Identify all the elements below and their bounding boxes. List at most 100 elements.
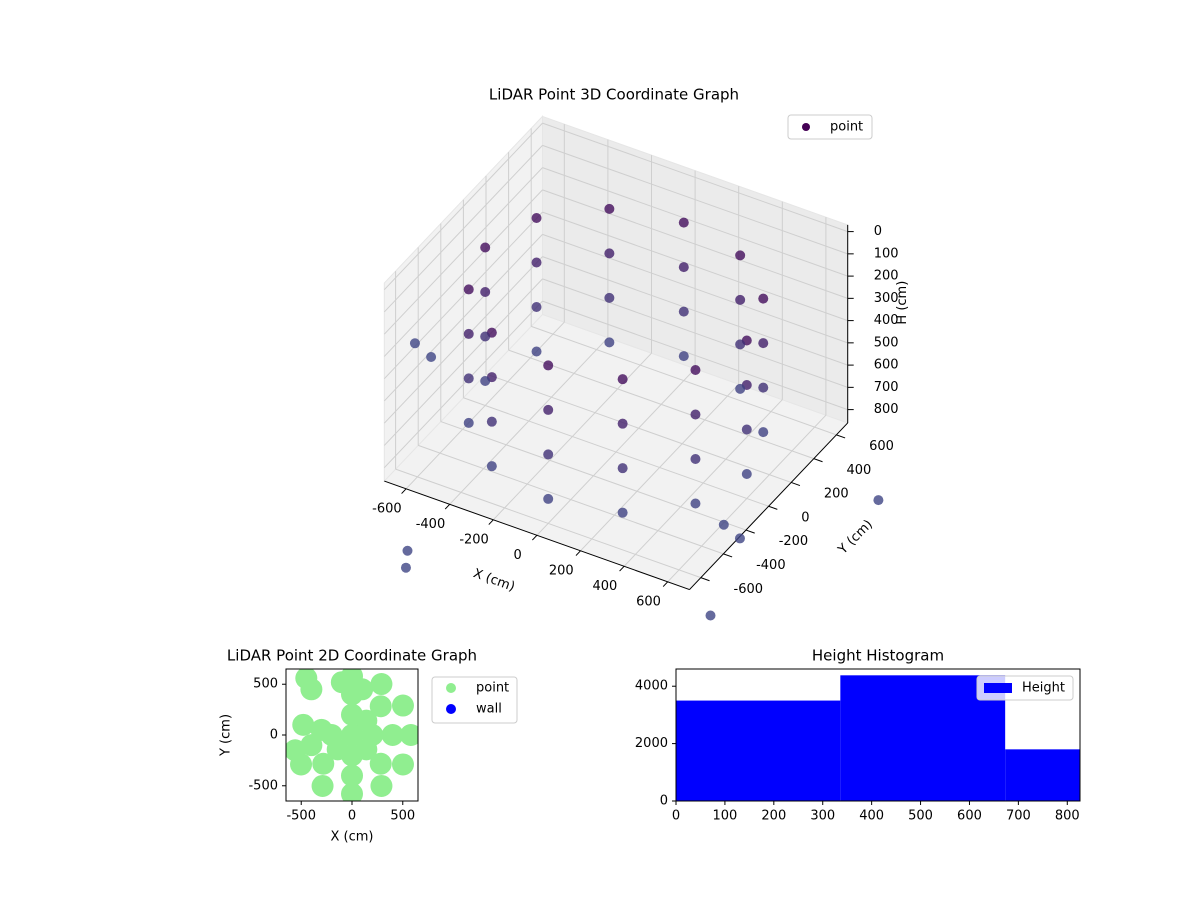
- point: [531, 213, 542, 224]
- grid-line: [542, 189, 848, 299]
- tick-mark: [700, 577, 710, 582]
- point: [463, 328, 474, 339]
- legend-marker: [446, 683, 456, 693]
- z-tick-label: 200: [874, 269, 899, 284]
- x-tick-label: 500: [390, 809, 415, 824]
- z-tick-label: 600: [874, 358, 899, 373]
- point: [355, 709, 378, 732]
- legend-label: wall: [476, 702, 502, 717]
- legend-marker: [984, 683, 1012, 693]
- point: [391, 694, 414, 717]
- tick-mark: [768, 505, 778, 510]
- tick-mark: [813, 458, 823, 463]
- point: [311, 774, 334, 797]
- point: [463, 284, 474, 295]
- y-tick-label: -600: [734, 582, 764, 597]
- grid-line: [383, 145, 543, 313]
- grid-line: [418, 444, 724, 555]
- point: [543, 404, 554, 415]
- grid-line: [508, 349, 814, 460]
- y-tick-label: 0: [270, 728, 278, 743]
- x-axis-line: [384, 480, 690, 591]
- point: [741, 469, 752, 480]
- x-tick-label: -200: [459, 533, 489, 548]
- point: [741, 424, 752, 435]
- tick-mark: [745, 529, 755, 534]
- point: [391, 753, 414, 776]
- legend-box: [976, 675, 1074, 701]
- point: [617, 418, 628, 429]
- point: [617, 374, 628, 385]
- y-axis-line: [689, 422, 849, 590]
- axes-frame: [675, 668, 1081, 802]
- grid-line: [383, 122, 543, 291]
- bar: [676, 700, 841, 801]
- point: [531, 346, 542, 357]
- point: [718, 519, 729, 530]
- tick-mark: [723, 553, 733, 558]
- z-tick-label: 400: [874, 313, 899, 328]
- x-tick-label: 0: [672, 809, 680, 824]
- point: [735, 294, 746, 305]
- point: [486, 461, 497, 472]
- point: [678, 351, 689, 362]
- x-tick-label: 0: [514, 548, 522, 563]
- grid-line: [440, 421, 747, 531]
- x-tick-label: 300: [810, 809, 835, 824]
- x-tick-label: -400: [416, 517, 446, 532]
- point: [463, 417, 474, 428]
- z-tick-label: 0: [874, 224, 882, 239]
- point: [341, 764, 363, 787]
- grid-line: [542, 211, 848, 322]
- z-tick-label: 800: [874, 402, 899, 417]
- point: [355, 738, 378, 761]
- grid-line: [485, 373, 792, 483]
- x-tick-label: 400: [592, 579, 617, 594]
- legend-label: Height: [1022, 681, 1065, 696]
- point: [735, 383, 746, 394]
- tick-mark: [575, 550, 581, 556]
- point: [286, 739, 307, 762]
- grid-line: [542, 278, 848, 388]
- y-tick-label: 200: [824, 487, 849, 502]
- bar: [1005, 749, 1080, 801]
- grid-line: [542, 300, 848, 411]
- point: [678, 217, 689, 228]
- point: [531, 302, 542, 313]
- x-tick-label: 100: [712, 809, 737, 824]
- point: [400, 562, 411, 573]
- y-tick-label: 400: [847, 463, 872, 478]
- point: [486, 416, 497, 427]
- point: [426, 352, 437, 362]
- point: [341, 724, 363, 746]
- x-tick-label: 0: [348, 809, 356, 824]
- y-tick-label: 600: [869, 439, 894, 454]
- y-tick-label: -500: [248, 778, 278, 793]
- point: [402, 545, 413, 556]
- point: [604, 248, 615, 259]
- point: [734, 533, 745, 544]
- grid-line: [395, 468, 701, 579]
- z-axis-label: H (cm): [895, 281, 910, 325]
- tick-mark: [532, 534, 538, 541]
- point: [480, 242, 491, 253]
- grid-line: [383, 234, 543, 402]
- tick-mark: [401, 488, 407, 494]
- x-tick-label: 500: [908, 809, 933, 824]
- point: [758, 382, 769, 393]
- point: [326, 738, 349, 761]
- tick-mark: [836, 434, 846, 439]
- grid-line: [383, 167, 543, 335]
- grid-line: [383, 256, 543, 424]
- grid-line: [542, 122, 848, 233]
- grid-line: [383, 211, 543, 380]
- point: [351, 678, 374, 701]
- grid-line: [383, 278, 543, 446]
- point: [370, 673, 393, 696]
- grid-line: [463, 397, 769, 507]
- point: [705, 610, 716, 621]
- legend-box: [787, 114, 873, 140]
- point: [399, 724, 418, 746]
- x-tick-label: 200: [549, 564, 574, 579]
